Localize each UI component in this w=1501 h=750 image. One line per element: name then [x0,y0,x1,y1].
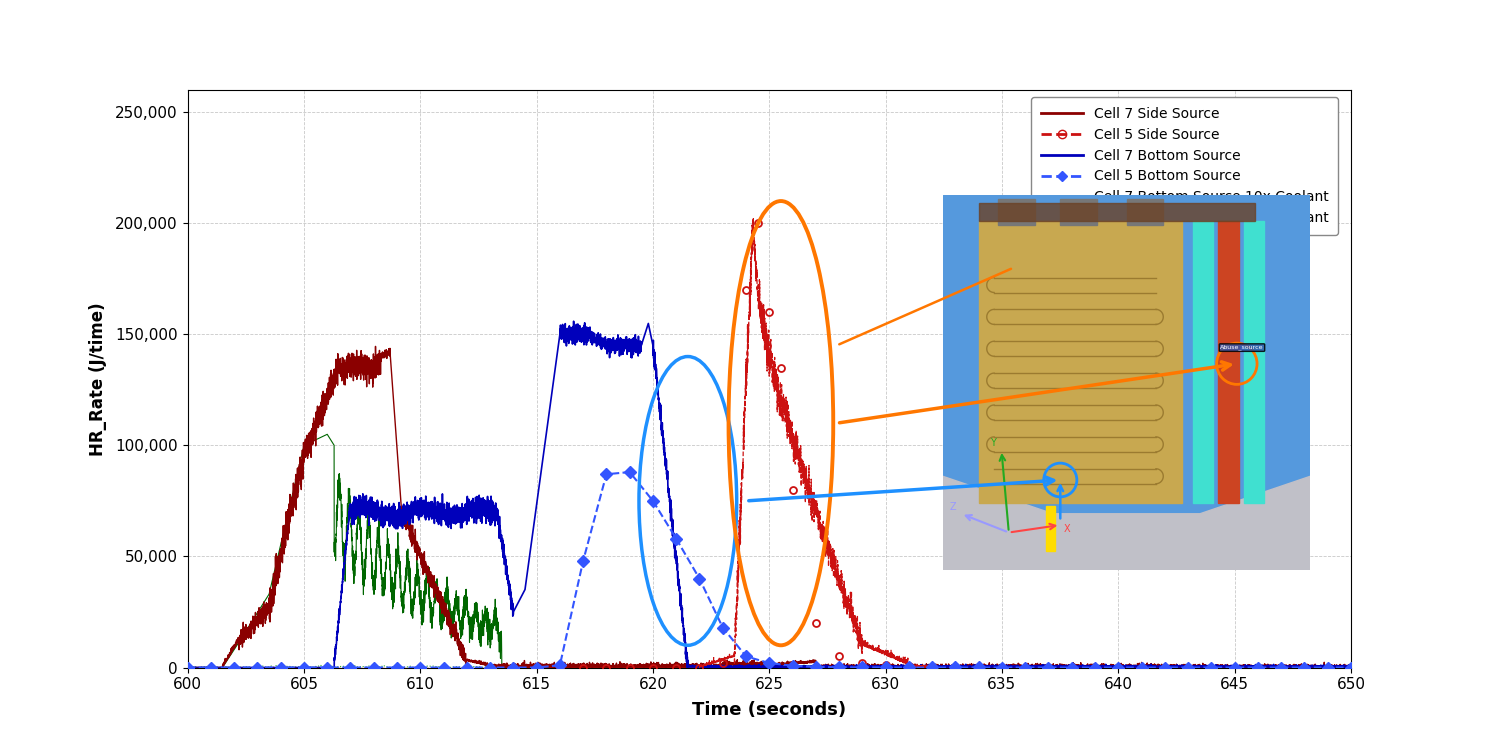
Bar [980,221,1181,503]
Bar [1060,199,1097,225]
Text: X: X [1064,524,1070,535]
X-axis label: Time (seconds): Time (seconds) [692,700,847,718]
Bar [1046,506,1055,551]
Polygon shape [943,476,1310,570]
Text: 対応する
局所発熱位置: 対応する 局所発熱位置 [1042,209,1126,260]
Bar [1219,221,1238,503]
Bar [1126,199,1163,225]
Legend: Cell 7 Side Source, Cell 5 Side Source, Cell 7 Bottom Source, Cell 5 Bottom Sour: Cell 7 Side Source, Cell 5 Side Source, … [1031,97,1337,235]
Bar [980,202,1255,221]
Bar [998,199,1034,225]
Y-axis label: HR_Rate (J/time): HR_Rate (J/time) [89,302,107,455]
Text: Abuse_source: Abuse_source [1220,345,1264,350]
Bar [1193,221,1213,503]
Text: Z: Z [950,502,956,512]
Text: Y: Y [991,438,997,448]
Bar [1244,221,1264,503]
